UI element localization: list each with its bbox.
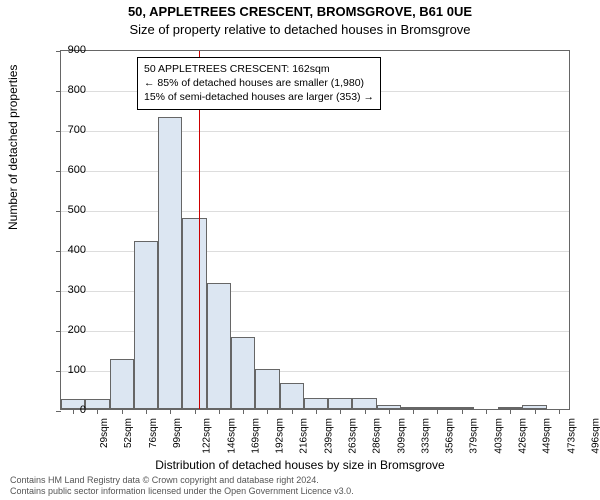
xtick-label: 426sqm xyxy=(518,418,529,454)
xtick-label: 473sqm xyxy=(566,418,577,454)
annotation-line: 15% of semi-detached houses are larger (… xyxy=(144,90,374,104)
xtick-mark xyxy=(195,409,196,414)
xtick-label: 52sqm xyxy=(123,418,134,448)
xtick-label: 239sqm xyxy=(323,418,334,454)
xtick-label: 122sqm xyxy=(202,418,213,454)
xtick-label: 379sqm xyxy=(469,418,480,454)
xtick-label: 263sqm xyxy=(348,418,359,454)
xtick-mark xyxy=(437,409,438,414)
xtick-label: 76sqm xyxy=(148,418,159,448)
ytick-label: 500 xyxy=(46,204,86,216)
histogram-bar xyxy=(352,398,376,409)
ytick-label: 300 xyxy=(46,284,86,296)
xtick-label: 496sqm xyxy=(590,418,600,454)
ytick-label: 900 xyxy=(46,44,86,56)
xtick-mark xyxy=(510,409,511,414)
xtick-mark xyxy=(243,409,244,414)
xtick-mark xyxy=(389,409,390,414)
ytick-label: 100 xyxy=(46,364,86,376)
xtick-label: 309sqm xyxy=(396,418,407,454)
grid-line xyxy=(61,131,569,132)
xtick-mark xyxy=(292,409,293,414)
histogram-bar xyxy=(158,117,182,409)
histogram-bar xyxy=(231,337,255,409)
histogram-bar xyxy=(255,369,279,409)
ytick-label: 400 xyxy=(46,244,86,256)
grid-line xyxy=(61,211,569,212)
chart-subtitle: Size of property relative to detached ho… xyxy=(0,22,600,37)
chart-title: 50, APPLETREES CRESCENT, BROMSGROVE, B61… xyxy=(0,4,600,19)
histogram-bar xyxy=(110,359,134,409)
y-axis-label: Number of detached properties xyxy=(6,65,20,230)
xtick-label: 216sqm xyxy=(299,418,310,454)
xtick-mark xyxy=(267,409,268,414)
x-axis-label: Distribution of detached houses by size … xyxy=(0,458,600,472)
xtick-mark xyxy=(535,409,536,414)
ytick-label: 600 xyxy=(46,164,86,176)
xtick-label: 146sqm xyxy=(226,418,237,454)
xtick-label: 192sqm xyxy=(275,418,286,454)
xtick-mark xyxy=(146,409,147,414)
histogram-bar xyxy=(207,283,231,409)
footer-line2: Contains public sector information licen… xyxy=(10,486,590,498)
xtick-mark xyxy=(559,409,560,414)
xtick-mark xyxy=(122,409,123,414)
histogram-bar xyxy=(304,398,328,409)
footer-attribution: Contains HM Land Registry data © Crown c… xyxy=(10,475,590,498)
xtick-mark xyxy=(97,409,98,414)
chart-plot-area: 50 APPLETREES CRESCENT: 162sqm← 85% of d… xyxy=(60,50,570,410)
xtick-mark xyxy=(316,409,317,414)
histogram-bar xyxy=(280,383,304,409)
xtick-label: 169sqm xyxy=(250,418,261,454)
histogram-bar xyxy=(328,398,352,409)
histogram-bar xyxy=(182,218,206,409)
xtick-label: 356sqm xyxy=(445,418,456,454)
xtick-mark xyxy=(365,409,366,414)
ytick-label: 700 xyxy=(46,124,86,136)
annotation-box: 50 APPLETREES CRESCENT: 162sqm← 85% of d… xyxy=(137,57,381,110)
histogram-bar xyxy=(85,399,109,409)
xtick-mark xyxy=(340,409,341,414)
xtick-mark xyxy=(170,409,171,414)
xtick-label: 449sqm xyxy=(542,418,553,454)
xtick-mark xyxy=(462,409,463,414)
xtick-label: 333sqm xyxy=(420,418,431,454)
annotation-line: 50 APPLETREES CRESCENT: 162sqm xyxy=(144,62,374,76)
ytick-label: 0 xyxy=(46,404,86,416)
xtick-mark xyxy=(413,409,414,414)
grid-line xyxy=(61,171,569,172)
xtick-mark xyxy=(486,409,487,414)
ytick-label: 800 xyxy=(46,84,86,96)
xtick-label: 99sqm xyxy=(172,418,183,448)
xtick-label: 286sqm xyxy=(372,418,383,454)
xtick-label: 403sqm xyxy=(493,418,504,454)
xtick-mark xyxy=(219,409,220,414)
ytick-label: 200 xyxy=(46,324,86,336)
histogram-bar xyxy=(134,241,158,409)
xtick-label: 29sqm xyxy=(99,418,110,448)
footer-line1: Contains HM Land Registry data © Crown c… xyxy=(10,475,590,487)
annotation-line: ← 85% of detached houses are smaller (1,… xyxy=(144,76,374,90)
